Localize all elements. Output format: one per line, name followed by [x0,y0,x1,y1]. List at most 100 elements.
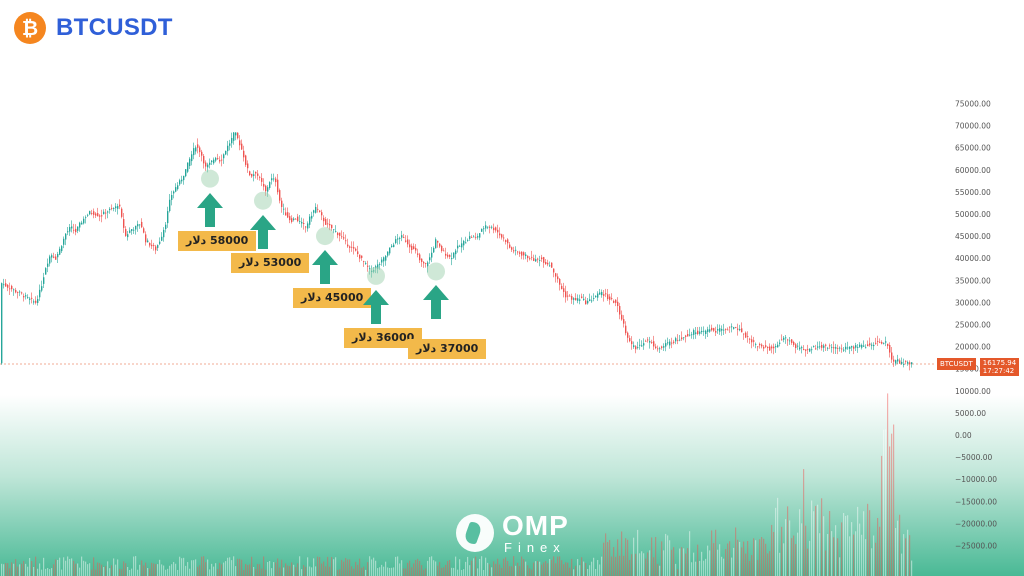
volume-bar [5,563,7,576]
candle-body [269,182,271,188]
candle-body [229,143,231,146]
candle-body [1,283,3,364]
candle-body [499,233,501,236]
candle-body [561,285,563,290]
last-price-time: 17:27:42 [982,367,1015,375]
volume-bar [477,568,479,576]
volume-bar [599,564,601,576]
candle-body [903,364,905,365]
volume-bar [631,554,633,576]
volume-bar [701,551,703,576]
volume-bar [423,569,425,576]
candle-body [567,295,569,297]
volume-bar [343,561,345,576]
volume-bar [691,562,693,576]
candle-body [621,314,623,320]
volume-bar [275,562,277,576]
volume-bar [267,562,269,576]
volume-bar [91,569,93,576]
candle-body [599,292,601,295]
support-price-label: 37000 دلار [408,339,487,360]
candle-body [881,342,883,344]
candle-body [487,226,489,228]
support-marker [201,169,219,188]
candle-body [139,224,141,226]
candle-body [161,236,163,241]
candle-body [81,222,83,225]
volume-bar [773,532,775,576]
candle-body [89,211,91,215]
volume-bar [601,556,603,576]
volume-bar [399,563,401,576]
volume-bar [287,565,289,576]
candle-body [629,338,631,342]
candle-body [17,291,19,293]
volume-bar [647,552,649,576]
volume-bar [761,537,763,576]
volume-bar [419,561,421,576]
candle-body [13,289,15,291]
volume-bar [471,560,473,576]
candle-body [667,342,669,344]
candle-body [807,349,809,351]
volume-bar [249,564,251,576]
volume-bar [833,537,835,576]
candle-body [581,296,583,298]
volume-bar [903,534,905,576]
volume-bar [29,557,31,576]
volume-bar [849,536,851,576]
volume-bar [377,568,379,576]
candle-body [625,325,627,334]
candle-body [711,327,713,331]
volume-bar [783,543,785,576]
volume-bar [315,566,317,576]
candle-body [513,250,515,252]
candle-body [641,345,643,347]
candle-body [221,159,223,161]
candle-body [107,211,109,213]
candle-body [273,178,275,180]
volume-bar [147,567,149,576]
volume-bar [763,538,765,576]
volume-bar [21,563,23,576]
candle-body [365,263,367,264]
candle-body [223,154,225,159]
volume-bar [117,559,119,576]
volume-bar [827,534,829,576]
candle-body [355,248,357,251]
candle-body [83,218,85,224]
volume-bar [31,561,33,576]
candle-body [153,245,155,247]
omp-sub: Finex [504,540,566,555]
candle-body [799,347,801,350]
candle-body [59,248,61,255]
candle-body [905,360,907,362]
volume-bar [645,558,647,576]
candle-body [543,257,545,263]
omp-mark-icon [456,514,494,552]
volume-bar [407,562,409,576]
volume-bar [227,557,229,576]
candle-body [91,213,93,214]
candle-body [833,347,835,349]
volume-bar [161,564,163,576]
candle-body [469,236,471,239]
candle-body [361,255,363,258]
candle-body [197,144,199,148]
candle-body [327,223,329,225]
volume-bar [519,566,521,576]
candle-body [207,164,209,168]
support-price-label: 53000 دلار [231,252,310,273]
volume-bar [73,560,75,576]
candle-body [255,171,257,174]
candle-body [97,213,99,217]
candle-body [177,185,179,190]
candle-body [441,245,443,251]
volume-bar [141,560,143,576]
volume-bar [277,558,279,576]
volume-bar [825,550,827,576]
candle-body [843,349,845,351]
candle-body [825,344,827,346]
candle-body [863,345,865,347]
candle-body [551,262,553,268]
